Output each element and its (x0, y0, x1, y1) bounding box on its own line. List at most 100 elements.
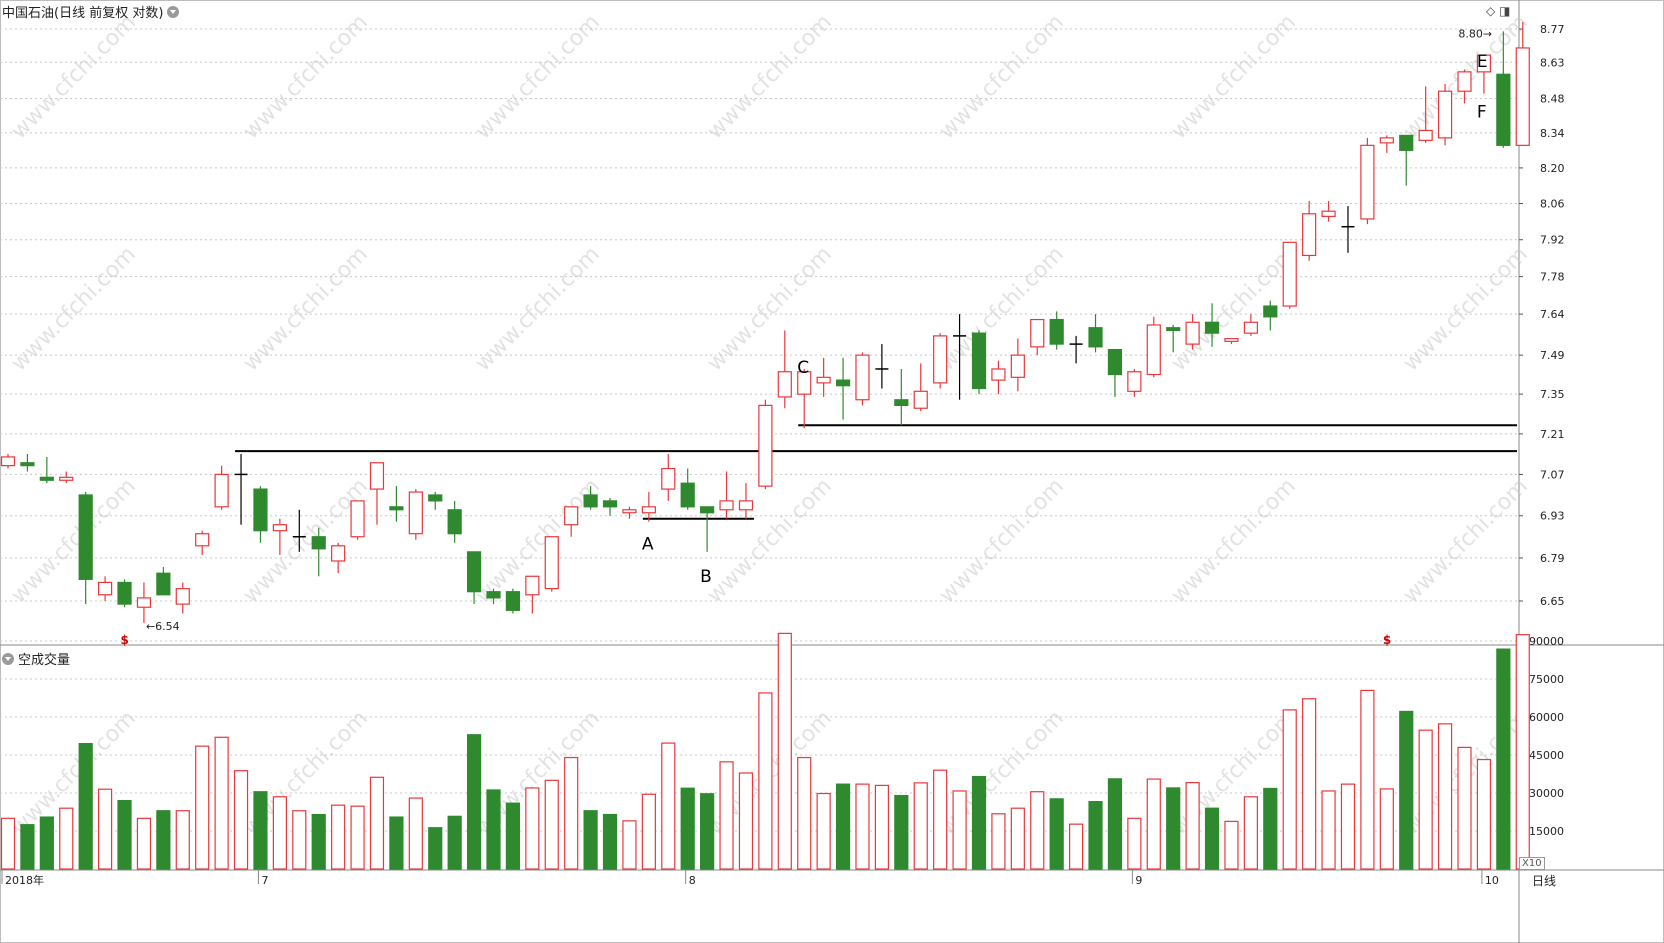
candle-body (1107, 349, 1123, 376)
volume-bar (1476, 758, 1492, 870)
volume-bar (952, 790, 967, 870)
volume-unit-badge: X10 (1519, 857, 1545, 870)
candle-body (369, 462, 385, 490)
candle-body (564, 506, 579, 526)
volume-bar (1088, 801, 1103, 870)
volume-bar (136, 817, 152, 870)
volume-bar (447, 815, 462, 870)
candle-body (447, 509, 462, 535)
candle-body (486, 591, 501, 599)
volume-bar (1418, 729, 1433, 870)
volume-tick-label: 30000 (1529, 787, 1564, 800)
volume-bar (641, 793, 656, 870)
volume-bar (39, 816, 54, 870)
candle-body (991, 368, 1006, 381)
candle-body (1476, 54, 1492, 73)
candle-body (661, 467, 676, 490)
volume-bar (1282, 709, 1297, 870)
volume-bar (700, 793, 715, 870)
volume-tick-label: 60000 (1529, 711, 1564, 724)
volume-tick-label: 75000 (1529, 673, 1564, 686)
window-icon[interactable]: ◨ (1499, 4, 1511, 18)
volume-bar (777, 632, 792, 870)
candle-body (311, 536, 326, 550)
candle-body (97, 581, 113, 596)
watermark-text: www.cfchi.com (1399, 242, 1533, 376)
watermark-text: www.cfchi.com (1167, 10, 1301, 144)
volume-bar (466, 734, 482, 870)
candle-body (59, 476, 74, 481)
candle-body (350, 500, 365, 538)
watermark-text: www.cfchi.com (935, 242, 1069, 376)
candle-body (1515, 47, 1530, 146)
watermark-text: www.cfchi.com (1399, 474, 1533, 608)
volume-tick-label: 15000 (1529, 825, 1564, 838)
time-tick-label: 9 (1135, 874, 1142, 887)
candle-body (136, 597, 152, 608)
high-price-label: 8.80→ (1458, 27, 1492, 40)
candle-body (505, 591, 521, 611)
price-tick-label: 8.48 (1540, 93, 1565, 106)
candle-body (78, 494, 93, 580)
price-tick-label: 7.64 (1540, 308, 1565, 321)
volume-bar (738, 772, 754, 870)
volume-bar (797, 756, 812, 870)
price-tick-label: 8.63 (1540, 56, 1565, 69)
price-tick-label: 8.06 (1540, 198, 1565, 211)
candle-body (816, 376, 831, 384)
candle-body (680, 482, 695, 508)
volume-bar (350, 805, 365, 870)
price-tick-label: 7.35 (1540, 388, 1565, 401)
watermark-text: www.cfchi.com (935, 474, 1069, 608)
candle-body (758, 404, 773, 487)
candle-body (1302, 213, 1317, 257)
price-tick-label: 7.07 (1540, 468, 1565, 481)
volume-title-bar: 空成交量 (2, 649, 70, 668)
volume-bar (195, 745, 210, 870)
price-tick-label: 6.93 (1540, 510, 1565, 523)
dropdown-icon[interactable] (2, 652, 14, 665)
volume-bar (1437, 723, 1453, 870)
volume-bar (1068, 823, 1084, 870)
volume-bar (59, 807, 74, 870)
candle-body (1010, 354, 1025, 378)
volume-bar (661, 742, 676, 870)
candle-body (1049, 318, 1064, 345)
chart-corner-tools[interactable]: ◇ ◨ (1486, 4, 1510, 18)
volume-bar (1010, 807, 1025, 870)
watermark-text: www.cfchi.com (239, 10, 373, 144)
candle-body (525, 575, 540, 596)
candle-body (195, 533, 210, 547)
candle-body (971, 332, 987, 390)
diamond-icon[interactable]: ◇ (1486, 4, 1496, 18)
volume-bar (971, 775, 987, 870)
candle-body (272, 524, 287, 532)
volume-tick-label: 45000 (1529, 749, 1564, 762)
annotation-label: A (642, 535, 654, 555)
watermark-text: www.cfchi.com (239, 242, 373, 376)
signal-mark: $ (1383, 633, 1391, 647)
candle-body (408, 491, 423, 535)
volume-bar (874, 784, 890, 870)
price-tick-label: 7.92 (1540, 234, 1565, 247)
volume-bar (1457, 746, 1472, 870)
price-tick-label: 6.79 (1540, 552, 1565, 565)
volume-bar (97, 788, 113, 870)
candle-body (1379, 137, 1394, 144)
candle-body (20, 462, 35, 467)
volume-tick-label: 90000 (1529, 635, 1564, 648)
annotation-label: B (700, 567, 712, 587)
volume-bar (1030, 791, 1045, 870)
volume-bar (1263, 787, 1278, 870)
volume-bar (1302, 698, 1317, 870)
candle-body (855, 354, 870, 401)
volume-bar (233, 770, 249, 870)
volume-bar (564, 756, 579, 870)
period-label[interactable]: 日线 (1532, 874, 1557, 888)
candle-body (913, 390, 928, 409)
dropdown-icon[interactable] (167, 5, 180, 18)
chart-title-bar: 中国石油(日线 前复权 对数) (2, 2, 180, 21)
volume-bar (855, 783, 870, 870)
candle-body (1185, 321, 1200, 345)
